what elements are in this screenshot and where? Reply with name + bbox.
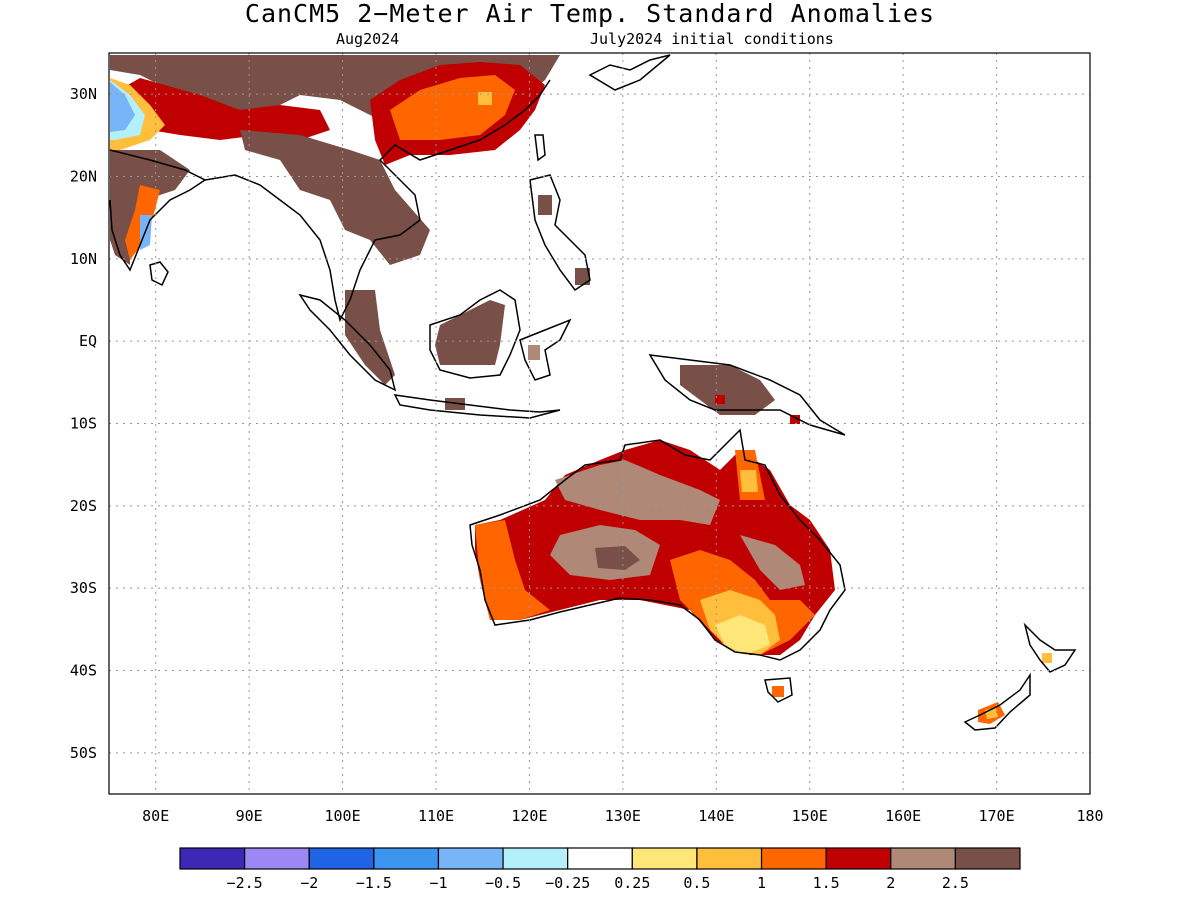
coastline-philippines	[529, 174, 591, 292]
lon-tick-label: 160E	[885, 807, 921, 825]
colorbar-label: −2.5	[227, 874, 263, 892]
coastline-new-guinea	[648, 354, 846, 436]
lat-tick-label: 30S	[70, 579, 97, 597]
colorbar-label: 1	[757, 874, 766, 892]
lon-tick-label: 140E	[698, 807, 734, 825]
colorbar-label: −1.5	[356, 874, 392, 892]
lon-tick-label: 150E	[792, 807, 828, 825]
longitude-tick-labels: 80E 90E 100E 110E 120E 130E 140E 150E 160E 170E 18…	[142, 807, 1103, 825]
coastline-tasmania	[764, 677, 793, 703]
lat-tick-label: 20S	[70, 497, 97, 515]
colorbar-label: −0.25	[545, 874, 590, 892]
coastline-sulawesi	[519, 318, 572, 381]
colorbar-swatch	[308, 847, 375, 870]
map-title: CanCM5 2−Meter Air Temp. Standard Anomal…	[244, 0, 936, 28]
valid-month-label: Aug2024	[336, 30, 400, 48]
anomaly-field-nz-north	[1042, 653, 1052, 663]
lon-tick-label: 80E	[142, 807, 169, 825]
lat-tick-label: 30N	[70, 85, 97, 103]
colorbar-swatch	[890, 847, 956, 870]
colorbar-swatch	[954, 847, 1021, 870]
lon-tick-label: 180	[1076, 807, 1103, 825]
coastline-japan	[588, 54, 671, 91]
coastline-sri-lanka	[149, 261, 169, 287]
graticule	[109, 53, 1090, 794]
latitude-tick-labels: 30N 20N 10N EQ 10S 20S 30S 40S 50S	[70, 85, 97, 762]
anomaly-fields	[110, 55, 1052, 724]
lon-tick-label: 100E	[325, 807, 361, 825]
coastline-india	[109, 149, 207, 272]
colorbar-swatch	[244, 847, 310, 870]
coastline-taiwan	[534, 134, 546, 162]
anomaly-field-australia-north	[555, 460, 720, 525]
anomaly-field-java	[445, 398, 465, 410]
lon-tick-label: 170E	[979, 807, 1015, 825]
colorbar-label: 0.25	[614, 874, 650, 892]
colorbar-swatch	[760, 847, 827, 870]
anomaly-field-australia-east	[740, 535, 805, 590]
initial-conditions-label: July2024 initial conditions	[590, 30, 834, 48]
anomaly-field-australia-west	[475, 520, 550, 620]
lat-tick-label: 50S	[70, 744, 97, 762]
colorbar-swatch	[825, 847, 892, 870]
coastlines	[109, 54, 1077, 731]
colorbar-label: 1.5	[813, 874, 840, 892]
lat-tick-label: 20N	[70, 168, 97, 186]
plot-frame	[108, 52, 1091, 795]
anomaly-field-borneo	[435, 300, 505, 365]
colorbar-label: −1	[429, 874, 447, 892]
coastline-borneo	[429, 289, 521, 379]
colorbar-swatch	[696, 847, 763, 870]
colorbar-swatch	[437, 847, 504, 870]
colorbar-labels: −2.5 −2 −1.5 −1 −0.5 −0.25 0.25 0.5 1 1.5 2 2.5	[227, 874, 969, 892]
anomaly-field-sulawesi	[528, 345, 540, 360]
anomaly-field-china-core	[390, 75, 515, 140]
colorbar-label: −2	[300, 874, 318, 892]
lon-tick-label: 90E	[236, 807, 263, 825]
lat-tick-label: 40S	[70, 662, 97, 680]
anomaly-field-new-guinea-east	[790, 415, 800, 424]
anomaly-field-new-guinea-spot	[715, 395, 725, 404]
anomaly-field-china-spot	[478, 92, 492, 105]
colorbar-swatch	[179, 847, 246, 870]
colorbar-swatch	[373, 847, 440, 870]
coastline-indochina	[204, 79, 551, 323]
colorbar-label: 0.5	[683, 874, 710, 892]
coastline-nz-south	[963, 672, 1031, 731]
colorbar	[179, 847, 1021, 870]
coastline-australia	[469, 428, 846, 661]
lon-tick-label: 120E	[511, 807, 547, 825]
lat-tick-label: 10S	[70, 415, 97, 433]
anomaly-field-australia-core	[595, 546, 640, 570]
colorbar-label: 2.5	[942, 874, 969, 892]
lon-tick-label: 110E	[418, 807, 454, 825]
anomaly-field-tasmania	[772, 686, 784, 697]
coastline-sumatra	[298, 293, 397, 392]
anomaly-field-australia-cape-core	[740, 470, 758, 492]
coastline-nz-north	[1023, 622, 1077, 673]
anomaly-field-philippines-south	[575, 268, 590, 285]
anomaly-field-indochina	[240, 130, 430, 265]
anomaly-field-philippines	[538, 195, 552, 215]
anomaly-field-himalaya	[110, 78, 330, 140]
colorbar-label: −0.5	[485, 874, 521, 892]
colorbar-swatch	[567, 847, 633, 870]
anomaly-field-malaysia	[345, 290, 395, 385]
anomaly-field-australia-victoria-core	[715, 615, 770, 655]
lat-tick-label: EQ	[79, 332, 97, 350]
colorbar-swatch	[502, 847, 569, 870]
coastline-java	[393, 394, 561, 419]
colorbar-swatch	[631, 847, 698, 870]
anomaly-field-new-guinea	[680, 365, 775, 415]
lat-tick-label: 10N	[70, 250, 97, 268]
colorbar-label: 2	[886, 874, 895, 892]
lon-tick-label: 130E	[605, 807, 641, 825]
